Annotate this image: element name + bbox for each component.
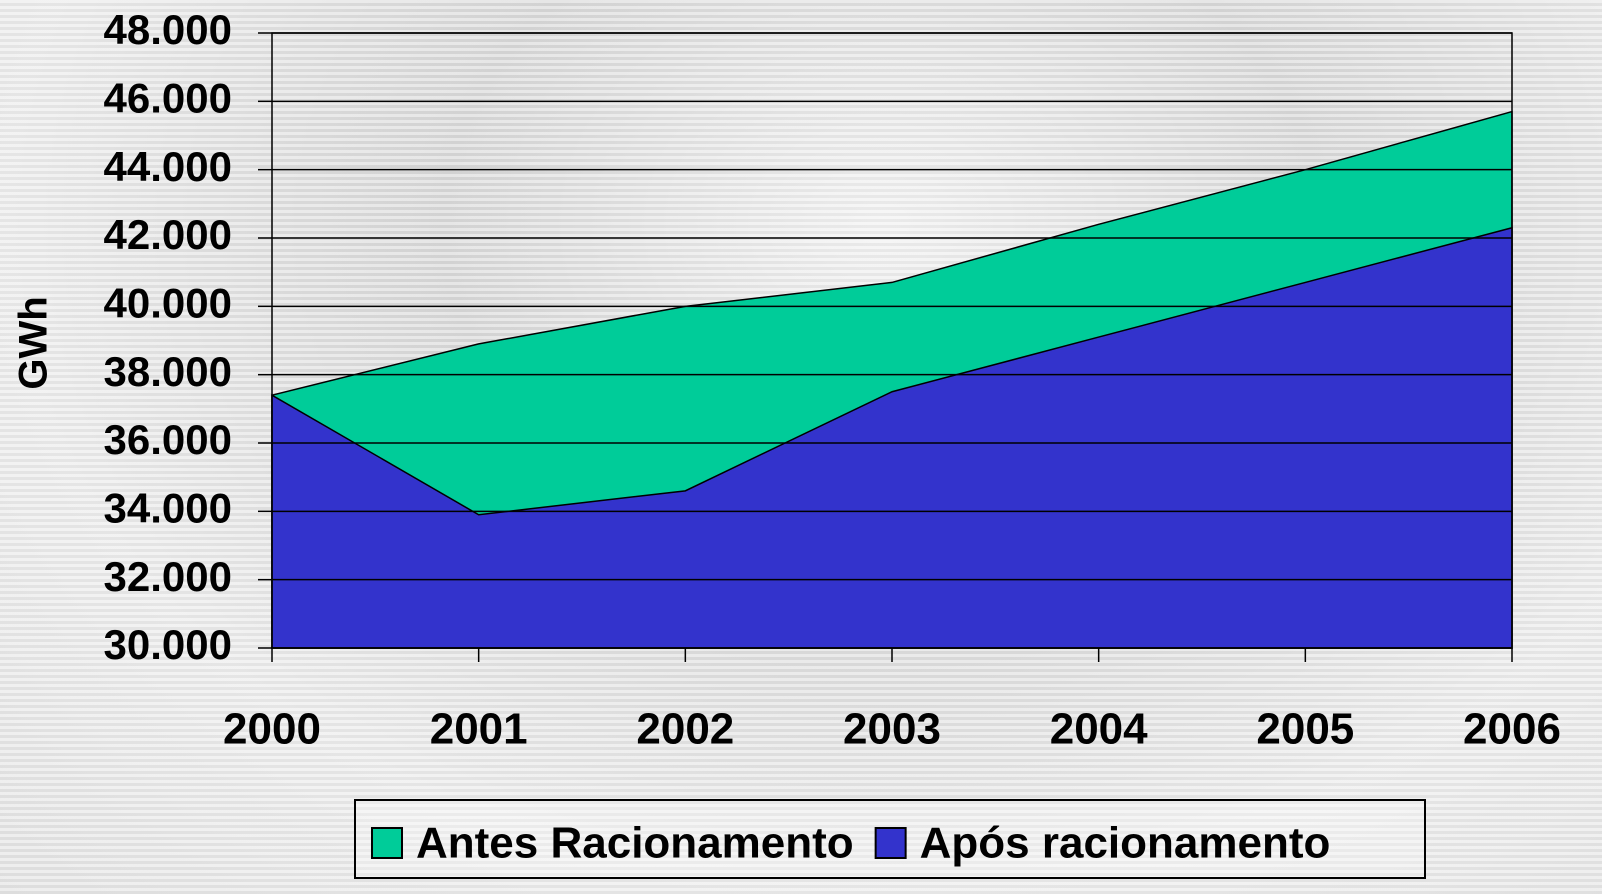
x-tick-label: 2000 bbox=[223, 705, 321, 754]
y-tick-label: 32.000 bbox=[104, 553, 232, 600]
y-tick-label: 42.000 bbox=[104, 211, 232, 258]
y-tick-label: 48.000 bbox=[104, 6, 232, 53]
y-tick-label: 38.000 bbox=[104, 348, 232, 395]
y-tick-label: 40.000 bbox=[104, 279, 232, 326]
legend-swatch bbox=[874, 827, 907, 859]
legend-label: Após racionamento bbox=[920, 819, 1331, 868]
legend-swatch bbox=[371, 827, 403, 859]
x-tick-label: 2001 bbox=[430, 705, 528, 754]
y-tick-label: 44.000 bbox=[104, 143, 232, 190]
y-axis-label: GWh bbox=[12, 296, 56, 389]
x-tick-label: 2002 bbox=[636, 705, 734, 754]
x-tick-label: 2006 bbox=[1463, 705, 1561, 754]
x-tick-label: 2004 bbox=[1050, 705, 1148, 754]
y-tick-label: 34.000 bbox=[104, 484, 232, 531]
y-tick-label: 36.000 bbox=[104, 416, 232, 463]
legend-label: Antes Racionamento bbox=[416, 819, 854, 868]
x-tick-label: 2005 bbox=[1256, 705, 1354, 754]
y-tick-label: 30.000 bbox=[104, 621, 232, 668]
y-tick-label: 46.000 bbox=[104, 74, 232, 121]
x-tick-label: 2003 bbox=[843, 705, 941, 754]
